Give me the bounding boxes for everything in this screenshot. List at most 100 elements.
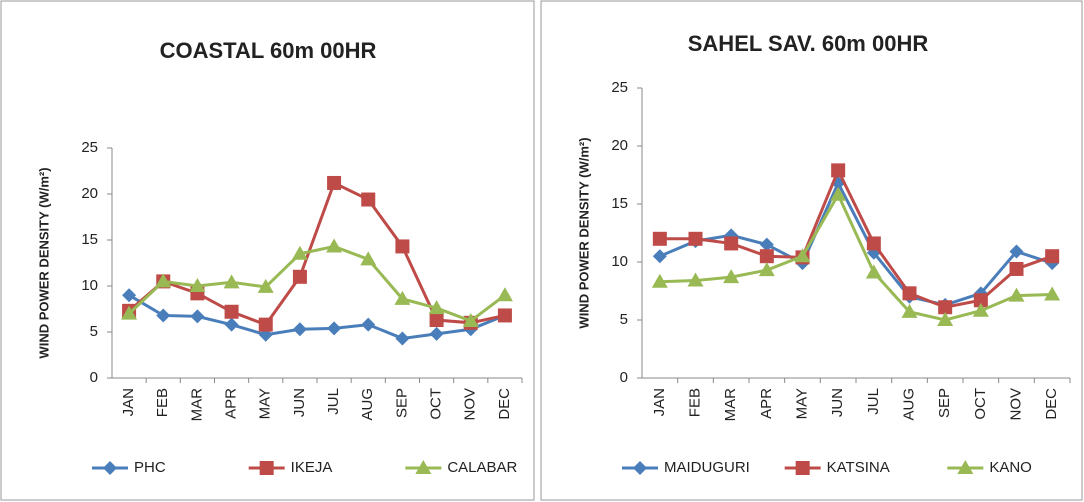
marker [428,300,445,315]
marker [121,305,138,320]
y-tick-label: 10 [81,277,98,294]
marker [496,287,513,302]
y-tick-label: 0 [620,369,628,386]
marker [758,262,775,277]
marker [326,238,343,253]
marker [190,309,205,324]
x-tick-label: MAY [793,388,810,419]
marker [155,273,172,288]
marker [937,312,954,326]
marker [831,163,846,178]
y-tick-label: 20 [611,137,628,154]
marker [1009,244,1024,259]
y-tick-label: 20 [81,185,98,202]
x-tick-label: OCT [428,388,445,420]
marker [902,286,917,301]
x-tick-label: JAN [651,388,668,416]
y-axis-label: WIND POWER DENSITY (W/m²) [36,167,51,358]
marker [973,293,988,308]
x-tick-label: AUG [359,388,376,421]
marker [291,245,308,260]
marker [972,302,989,317]
marker [688,231,703,246]
marker [224,304,239,319]
x-tick-label: FEB [686,388,703,417]
marker [429,326,444,341]
marker [258,317,273,332]
x-tick-label: JAN [120,388,137,416]
x-tick-label: APR [758,388,775,419]
marker [1045,249,1060,264]
series-line [659,179,1053,307]
legend-marker [795,461,810,475]
marker [156,308,171,323]
legend-marker [259,461,274,475]
x-tick-label: MAR [722,388,739,422]
panel-border [540,0,1083,501]
legend-label: CALABAR [447,459,517,476]
marker [759,237,774,252]
chart-title: COASTAL 60m 00HR [160,38,377,63]
marker [687,272,704,287]
legend-label: MAIDUGURI [664,459,750,476]
marker [759,249,774,264]
marker [361,317,376,332]
marker [395,239,410,254]
legend-label: IKEJA [291,459,333,476]
marker [292,269,307,284]
y-tick-label: 25 [611,79,628,96]
marker [901,303,918,318]
y-tick-label: 15 [611,195,628,212]
x-tick-label: AUG [900,388,917,421]
marker [394,290,411,305]
x-tick-label: JUN [829,388,846,417]
legend-label: KANO [989,459,1032,476]
marker [361,192,376,207]
x-tick-label: OCT [972,388,989,420]
series-line [128,244,506,323]
y-tick-label: 10 [611,253,628,270]
y-tick-label: 5 [620,311,628,328]
x-tick-label: DEC [496,388,513,420]
marker [224,317,239,332]
x-tick-label: SEP [393,388,410,418]
series-line [128,180,506,327]
marker [1009,261,1024,276]
marker [462,312,479,327]
marker [830,186,847,201]
panel-border [0,0,535,501]
marker [1008,287,1025,302]
legend-marker [633,461,647,475]
marker [327,321,342,336]
marker [429,313,444,328]
marker [1044,286,1061,301]
y-tick-label: 0 [90,369,98,386]
x-tick-label: JUN [291,388,308,417]
legend-label: KATSINA [827,459,890,476]
marker [223,274,240,289]
x-tick-label: MAY [257,388,274,419]
y-axis-label: WIND POWER DENSITY (W/m²) [576,137,591,328]
marker [292,322,307,337]
x-tick-label: DEC [1043,388,1060,420]
marker [724,236,739,251]
x-tick-label: NOV [462,388,479,421]
marker [189,278,206,292]
x-tick-label: NOV [1007,388,1024,421]
marker [257,278,274,293]
marker [651,273,668,288]
legend-marker [415,460,432,474]
y-tick-label: 25 [81,139,98,156]
x-tick-label: SEP [936,388,953,418]
marker [794,248,811,263]
marker [865,264,882,279]
legend-marker [103,461,117,475]
x-tick-label: APR [223,388,240,419]
marker [360,251,377,266]
x-tick-label: JUL [325,388,342,415]
series-line [128,293,506,340]
marker [938,300,953,315]
y-tick-label: 5 [90,323,98,340]
legend-label: PHC [134,459,166,476]
